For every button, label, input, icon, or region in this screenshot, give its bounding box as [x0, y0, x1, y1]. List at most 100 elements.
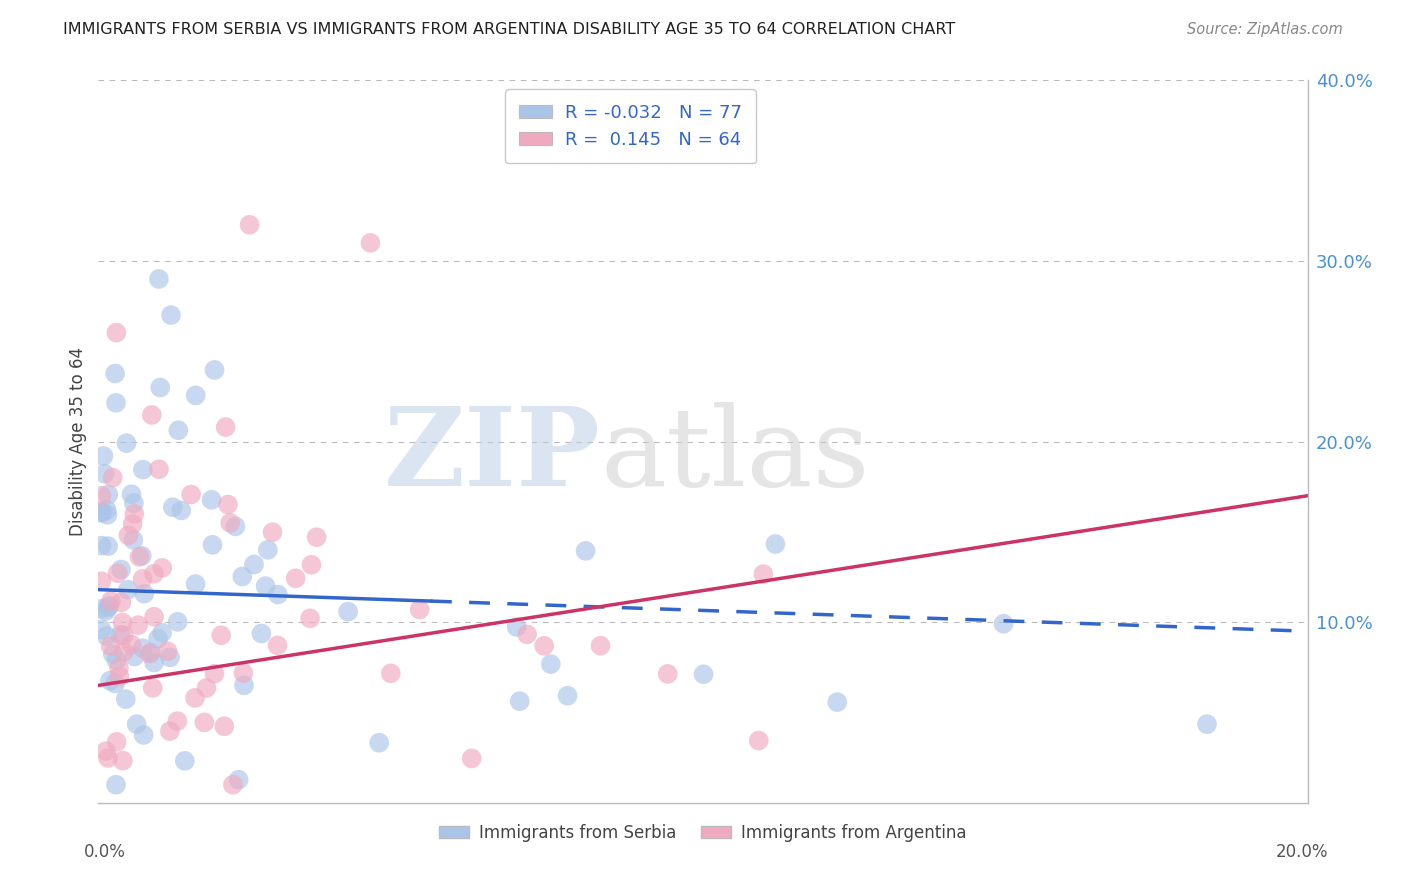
- Point: [143, 609, 166, 624]
- Point: [90, 574, 112, 589]
- Point: [509, 694, 531, 708]
- Point: [299, 611, 322, 625]
- Point: [134, 587, 156, 601]
- Point: [150, 561, 173, 575]
- Point: [254, 579, 277, 593]
- Point: [128, 549, 150, 564]
- Point: [657, 666, 679, 681]
- Point: [752, 567, 775, 582]
- Point: [94, 744, 117, 758]
- Point: [993, 616, 1015, 631]
- Point: [98, 673, 121, 688]
- Point: [149, 380, 172, 394]
- Point: [138, 647, 160, 661]
- Point: [90, 539, 112, 553]
- Point: [131, 572, 153, 586]
- Point: [540, 657, 562, 672]
- Point: [97, 488, 120, 502]
- Point: [301, 558, 323, 572]
- Point: [142, 566, 165, 581]
- Point: [90, 506, 112, 520]
- Y-axis label: Disability Age 35 to 64: Disability Age 35 to 64: [69, 347, 87, 536]
- Point: [141, 408, 163, 422]
- Point: [101, 647, 124, 661]
- Point: [108, 661, 131, 675]
- Point: [195, 681, 218, 695]
- Point: [257, 542, 280, 557]
- Point: [180, 487, 202, 501]
- Point: [117, 582, 139, 597]
- Point: [146, 632, 169, 646]
- Point: [589, 639, 612, 653]
- Point: [104, 367, 127, 381]
- Point: [101, 470, 124, 484]
- Point: [97, 539, 120, 553]
- Point: [224, 519, 246, 533]
- Point: [122, 533, 145, 547]
- Point: [96, 629, 118, 643]
- Point: [117, 528, 139, 542]
- Point: [380, 666, 402, 681]
- Text: Source: ZipAtlas.com: Source: ZipAtlas.com: [1187, 22, 1343, 37]
- Point: [93, 467, 115, 481]
- Point: [219, 516, 242, 530]
- Point: [104, 676, 127, 690]
- Point: [243, 558, 266, 572]
- Point: [557, 689, 579, 703]
- Point: [110, 562, 132, 576]
- Point: [148, 462, 170, 476]
- Point: [1195, 717, 1218, 731]
- Point: [98, 599, 121, 613]
- Point: [90, 623, 112, 637]
- Point: [120, 638, 142, 652]
- Point: [150, 625, 173, 640]
- Point: [166, 714, 188, 728]
- Point: [184, 690, 207, 705]
- Point: [94, 604, 117, 618]
- Text: ZIP: ZIP: [384, 402, 600, 509]
- Point: [748, 733, 770, 747]
- Point: [111, 615, 134, 630]
- Point: [142, 681, 165, 695]
- Point: [112, 628, 135, 642]
- Point: [110, 595, 132, 609]
- Point: [173, 754, 195, 768]
- Point: [222, 778, 245, 792]
- Point: [516, 627, 538, 641]
- Point: [100, 639, 122, 653]
- Point: [204, 666, 226, 681]
- Point: [90, 602, 112, 616]
- Point: [110, 628, 132, 642]
- Point: [825, 695, 848, 709]
- Point: [125, 717, 148, 731]
- Point: [132, 462, 155, 476]
- Point: [201, 492, 224, 507]
- Point: [167, 423, 190, 437]
- Point: [107, 566, 129, 581]
- Point: [305, 530, 328, 544]
- Point: [184, 388, 207, 402]
- Point: [360, 235, 382, 250]
- Point: [112, 645, 135, 659]
- Point: [214, 719, 236, 733]
- Point: [159, 650, 181, 665]
- Point: [148, 272, 170, 286]
- Point: [368, 736, 391, 750]
- Point: [193, 715, 215, 730]
- Point: [209, 628, 232, 642]
- Point: [162, 500, 184, 515]
- Point: [337, 605, 360, 619]
- Point: [96, 503, 118, 517]
- Point: [232, 666, 254, 681]
- Point: [284, 571, 307, 585]
- Point: [217, 498, 239, 512]
- Point: [114, 692, 136, 706]
- Point: [266, 639, 288, 653]
- Point: [121, 516, 143, 531]
- Point: [124, 649, 146, 664]
- Point: [575, 544, 598, 558]
- Point: [90, 489, 112, 503]
- Point: [184, 577, 207, 591]
- Point: [104, 778, 127, 792]
- Point: [131, 549, 153, 563]
